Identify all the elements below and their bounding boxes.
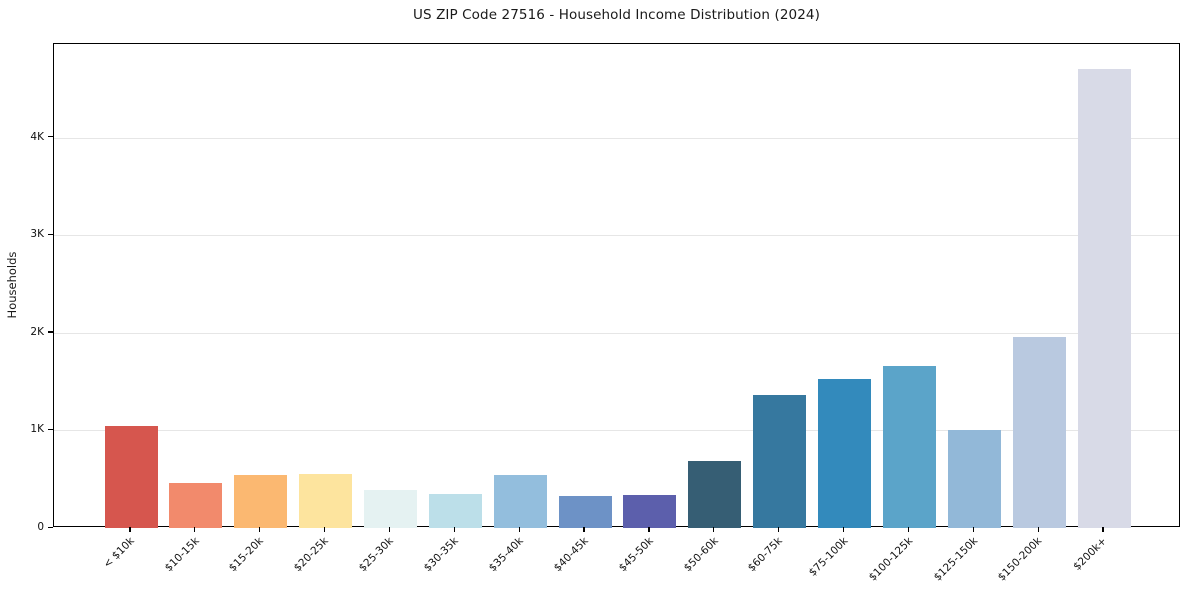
gridline-1k [54,430,1179,432]
gridline-2k [54,332,1179,334]
y-tick-mark [48,428,53,431]
x-tick-mark [1037,527,1039,532]
x-tick-mark [972,527,974,532]
x-tick-mark [259,527,261,532]
x-tick-label: $40-45k [551,535,591,575]
x-tick-label: $50-60k [681,535,721,575]
bar-30-35k [428,494,482,528]
bar-45-50k [623,494,677,528]
bar-100-125k [882,365,936,528]
x-tick-label: $150-200k [996,535,1045,584]
x-tick-label: $125-150k [931,535,980,584]
y-tick-mark [48,136,53,138]
x-tick-mark [194,527,196,532]
x-tick-label: $25-30k [356,535,396,575]
y-tick-mark [48,233,53,235]
x-tick-mark [1102,527,1104,532]
y-tick-mark [48,331,53,333]
bar-50-60k [688,460,742,528]
x-tick-label: $45-50k [616,535,656,575]
x-tick-label: $35-40k [486,535,526,575]
bar-25-30k [363,489,417,528]
x-tick-mark [778,527,780,532]
x-tick-mark [842,527,845,532]
x-tick-label: $10-15k [162,535,202,575]
bar-60-75k [753,395,807,528]
x-tick-mark [453,527,455,532]
y-tick-label: 1K [30,423,44,436]
y-tick-label: 2K [30,325,44,338]
bar-35-40k [493,475,547,528]
bar-150-200k [1012,336,1066,528]
y-tick-label: 0 [37,521,44,533]
x-tick-label: $100-125k [866,535,915,584]
x-tick-label: $60-75k [746,535,786,575]
plot-area [53,43,1180,528]
y-tick-label: 3K [30,228,44,241]
x-tick-mark [388,527,391,532]
y-tick-label: 4K [30,130,44,143]
x-tick-mark [324,527,326,532]
bar-10-15k [169,483,223,528]
x-tick-label: < $10k [100,535,137,571]
x-tick-label: $200k+ [1071,535,1110,573]
x-tick-mark [648,527,650,532]
gridline-3k [54,235,1179,237]
chart-title: US ZIP Code 27516 - Household Income Dis… [413,7,820,23]
x-tick-mark [583,527,585,532]
x-tick-label: $75-100k [806,535,851,579]
y-tick-mark [48,526,53,528]
x-tick-label: $30-35k [421,535,461,575]
gridline-4k [54,137,1179,139]
bar-10k [104,425,158,528]
y-axis-label: Households [5,251,19,319]
x-tick-label: $20-25k [291,535,332,575]
bar-125-150k [947,430,1001,528]
bar-20-25k [299,473,353,528]
bar-40-45k [558,495,612,528]
x-tick-mark [713,527,715,532]
x-tick-mark [518,527,520,532]
bar-75-100k [818,378,872,528]
bar-15-20k [234,475,288,528]
x-tick-label: $15-20k [227,535,267,575]
bar-200k [1077,69,1131,528]
x-tick-mark [907,527,909,532]
x-tick-mark [129,527,131,532]
